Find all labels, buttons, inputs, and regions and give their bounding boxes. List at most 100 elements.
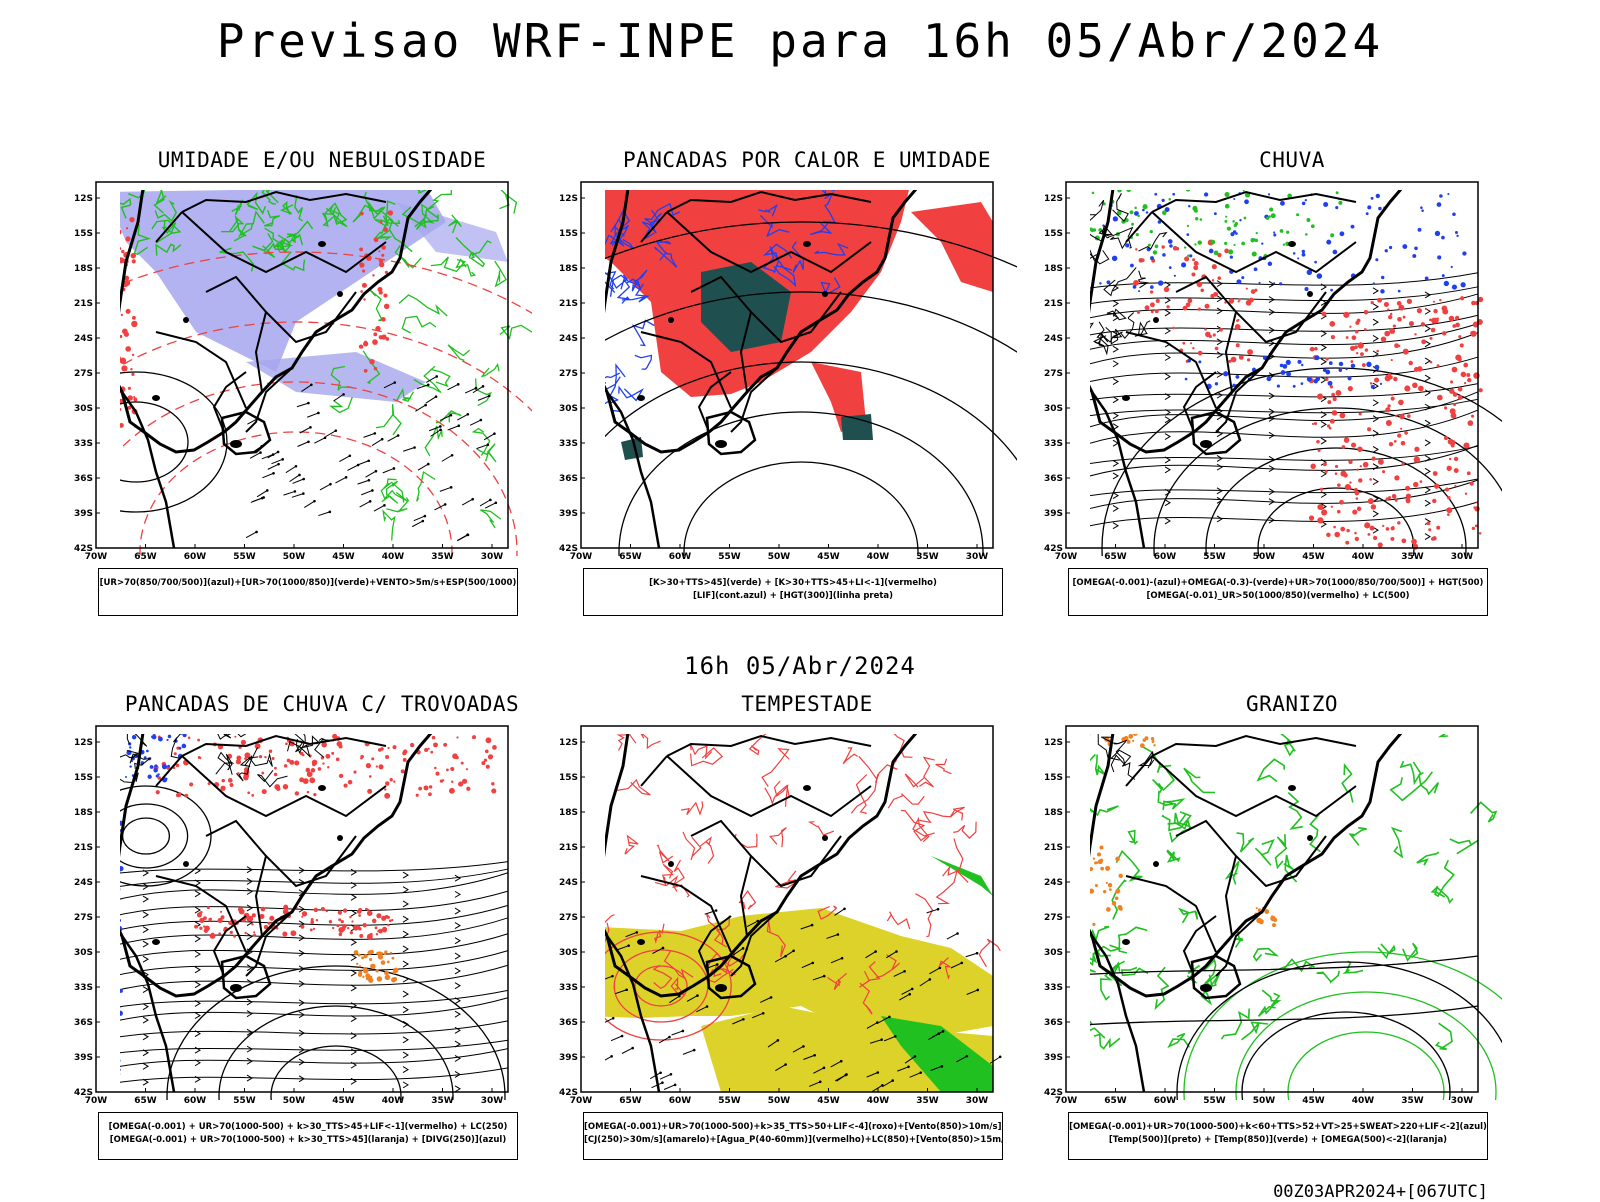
country-border [212,371,247,433]
lat-label: 36S [1044,1018,1063,1028]
lon-label: 35W [1401,1096,1424,1106]
panel-title: CHUVA [1259,148,1325,172]
lon-label: 50W [768,552,791,562]
country-border [1125,755,1357,818]
lat-label: 30S [559,404,578,414]
lon-label: 35W [916,1096,939,1106]
lon-label: 55W [233,1096,256,1106]
country-border [666,190,872,213]
country-border [212,915,247,977]
lon-label: 45W [1302,552,1325,562]
lon-label: 55W [233,552,256,562]
lon-label: 40W [867,1096,890,1106]
lat-label: 15S [1044,773,1063,783]
lon-label: 55W [718,1096,741,1106]
lon-label: 30W [1451,552,1474,562]
lon-label: 50W [768,1096,791,1106]
lat-label: 24S [74,878,93,888]
lat-label: 27S [1044,369,1063,379]
lon-label: 40W [382,1096,405,1106]
panel-legend: [UR>70(850/700/500)](azul)+[UR>70(1000/8… [98,568,518,616]
lon-label: 60W [1154,1096,1177,1106]
lon-label: 70W [85,1096,108,1106]
country-border [1151,734,1357,757]
country-border [739,311,752,393]
lat-label: 18S [74,264,93,274]
legend-line: [Temp(500)](preto) + [Temp(850)](verde) … [1108,1135,1448,1145]
lon-label: 60W [1154,552,1177,562]
lat-label: 21S [1044,299,1063,309]
country-border [1151,190,1357,213]
country-border [1175,275,1327,344]
country-border [640,875,732,953]
lat-label: 15S [74,229,93,239]
lat-label: 33S [1044,439,1063,449]
legend-line: [UR>70(850/700/500)](azul)+[UR>70(1000/8… [99,578,517,588]
panel-chuva: CHUVA 12S 15S 18S 21S 24S 27S 30S 33S 36S 39S 42S 70… [1042,148,1542,628]
lat-label: 21S [74,843,93,853]
lat-label: 33S [559,439,578,449]
panel-title: UMIDADE E/OU NEBULOSIDADE [157,148,487,172]
lon-label: 65W [619,1096,642,1106]
lon-label: 45W [332,1096,355,1106]
country-border [1224,855,1237,937]
run-time-label: 00Z03APR2024+[067UTC] [1273,1182,1488,1202]
country-border [155,331,247,409]
lat-label: 42S [559,1088,578,1098]
lat-label: 18S [559,808,578,818]
country-border [1215,911,1263,977]
panel-umidade: UMIDADE E/OU NEBULOSIDADE 12S 15S 18S 21S 24S… [72,148,572,628]
legend-line: [OMEGA(-0.001) + UR>70(1000-500) + k>30_… [109,1135,507,1145]
legend-line: [LIF](cont.azul) + [HGT(300)](linha pret… [692,591,894,601]
legend-line: [K>30+TTS>45](verde) + [K>30+TTS>45+LI<-… [649,578,937,588]
lon-label: 30W [966,1096,989,1106]
country-border [1175,819,1327,888]
valid-time-label: 16h 05/Abr/2024 [684,652,916,680]
lat-label: 27S [74,913,93,923]
lat-label: 30S [74,404,93,414]
page-title: Previsao WRF-INPE para 16h 05/Abr/2024 [216,14,1384,68]
lat-label: 12S [559,738,578,748]
lon-label: 50W [283,552,306,562]
panel-legend: [K>30+TTS>45](verde) + [K>30+TTS>45+LI<-… [583,568,1003,616]
lat-label: 24S [559,878,578,888]
lat-label: 21S [74,299,93,309]
country-border [730,367,778,433]
legend-line: [OMEGA(-0.01)_UR>50(1000/850)(vermelho) … [1146,591,1410,601]
lon-label: 65W [134,552,157,562]
lat-label: 24S [74,334,93,344]
country-border [1125,875,1217,953]
lon-label: 30W [966,552,989,562]
panel-pancadas-calor: PANCADAS POR CALOR E UMIDADE 12S 15S 18S 21S… [557,148,1057,628]
country-border [1182,371,1217,433]
lon-label: 70W [570,552,593,562]
lon-label: 65W [619,552,642,562]
lat-label: 39S [1044,509,1063,519]
lon-label: 70W [570,1096,593,1106]
lat-label: 24S [1044,334,1063,344]
lon-label: 70W [85,552,108,562]
lon-label: 50W [283,1096,306,1106]
lat-label: 42S [74,544,93,554]
lon-label: 35W [431,552,454,562]
lat-label: 33S [559,983,578,993]
lat-label: 42S [1044,1088,1063,1098]
country-border [730,911,778,977]
country-border [1125,211,1357,274]
lat-label: 30S [74,948,93,958]
lon-label: 35W [1401,552,1424,562]
lat-label: 18S [1044,264,1063,274]
lat-label: 39S [74,509,93,519]
lon-label: 55W [1203,552,1226,562]
country-border [155,211,387,274]
panel-pancadas-trovoadas: PANCADAS DE CHUVA C/ TROVOADAS 12S 15S 18S 2… [72,692,572,1172]
country-border [690,275,842,344]
country-border [181,190,387,213]
lat-label: 18S [74,808,93,818]
lon-label: 55W [1203,1096,1226,1106]
lat-label: 12S [559,194,578,204]
lat-label: 33S [74,439,93,449]
country-border [181,734,387,757]
